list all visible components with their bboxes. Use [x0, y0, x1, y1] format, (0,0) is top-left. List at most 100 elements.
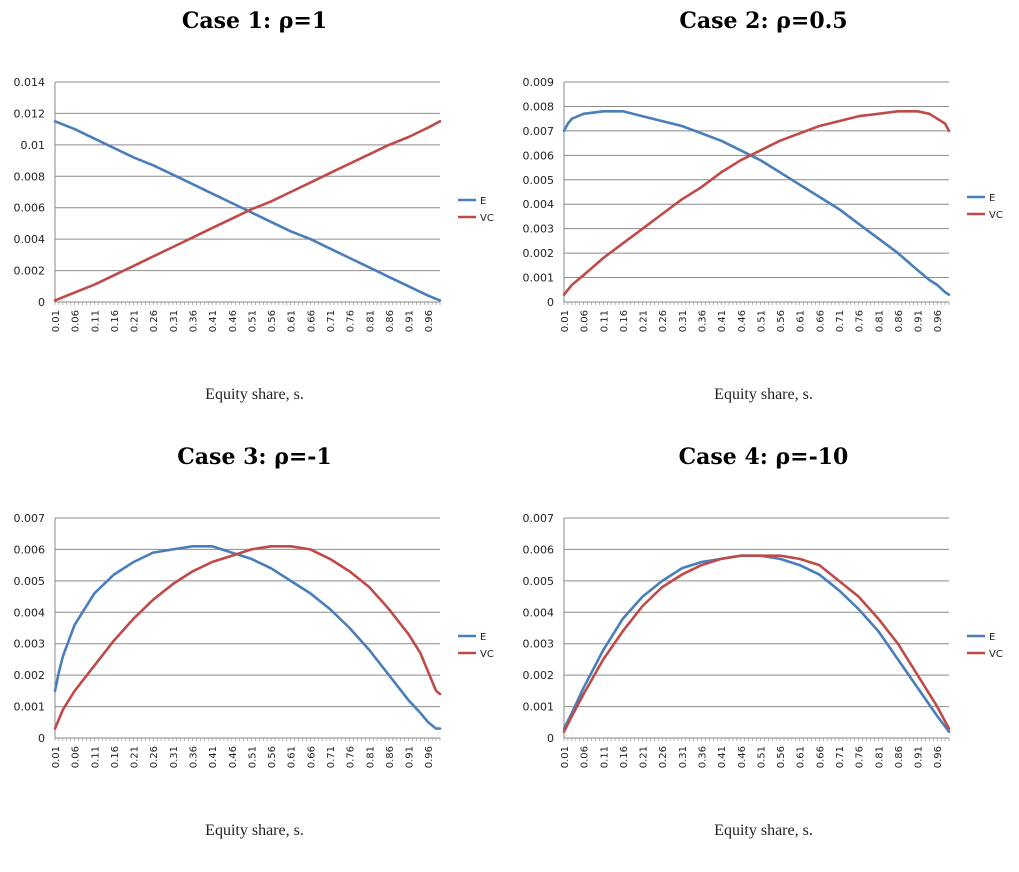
- x-tick-label: 0.31: [169, 746, 180, 768]
- y-tick-label: 0.005: [14, 575, 46, 588]
- x-tick-label: 0.51: [756, 746, 767, 768]
- x-tick-label: 0.31: [678, 310, 689, 332]
- x-axis-label: Equity share, s.: [714, 386, 813, 403]
- x-tick-label: 0.41: [208, 746, 219, 768]
- x-tick-label: 0.61: [796, 310, 807, 332]
- x-tick-label: 0.56: [776, 310, 787, 332]
- legend-label: E: [989, 193, 995, 204]
- chart-title: Case 2: ρ=0.5: [679, 8, 848, 34]
- y-tick-label: 0.005: [523, 174, 555, 187]
- x-tick-label: 0.56: [267, 746, 278, 768]
- y-tick-label: 0.004: [14, 233, 46, 246]
- x-tick-label: 0.46: [228, 746, 239, 768]
- y-tick-label: 0.002: [523, 669, 555, 682]
- x-tick-label: 0.91: [405, 746, 416, 768]
- x-tick-label: 0.71: [835, 746, 846, 768]
- x-tick-label: 0.61: [796, 746, 807, 768]
- y-tick-label: 0.004: [523, 606, 555, 619]
- y-tick-label: 0.006: [14, 543, 46, 556]
- x-tick-label: 0.11: [90, 310, 101, 332]
- legend-label: VC: [480, 649, 494, 660]
- x-tick-label: 0.96: [424, 746, 435, 768]
- legend-label: VC: [989, 649, 1003, 660]
- x-tick-label: 0.36: [189, 310, 200, 332]
- x-tick-label: 0.86: [894, 310, 905, 332]
- x-tick-label: 0.21: [639, 310, 650, 332]
- y-tick-label: 0.007: [14, 512, 46, 525]
- x-tick-label: 0.16: [110, 746, 121, 768]
- chart-panel-2: Case 2: ρ=0.5 0 0.001 0.002 0.003 0.004 0.005…: [509, 0, 1018, 436]
- y-tick-label: 0.001: [523, 272, 555, 285]
- x-tick-label: 0.16: [619, 310, 630, 332]
- x-tick-label: 0.91: [914, 746, 925, 768]
- x-tick-label: 0.46: [228, 310, 239, 332]
- y-tick-label: 0.001: [523, 701, 555, 714]
- legend-label: E: [480, 632, 486, 643]
- x-tick-label: 0.41: [717, 746, 728, 768]
- x-tick-label: 0.81: [365, 746, 376, 768]
- x-tick-label: 0.06: [580, 310, 591, 332]
- x-tick-label: 0.76: [855, 310, 866, 332]
- x-tick-label: 0.61: [287, 746, 298, 768]
- x-tick-label: 0.11: [599, 746, 610, 768]
- chart-panel-3: Case 3: ρ=-1 0 0.001 0.002 0.003 0.004 0.005 0…: [0, 436, 509, 872]
- y-tick-label: 0.007: [523, 512, 555, 525]
- x-tick-label: 0.66: [306, 746, 317, 768]
- x-tick-label: 0.06: [71, 310, 82, 332]
- x-tick-label: 0.11: [90, 746, 101, 768]
- x-tick-label: 0.56: [776, 746, 787, 768]
- x-tick-label: 0.16: [619, 746, 630, 768]
- x-tick-label: 0.01: [560, 310, 571, 332]
- x-tick-label: 0.96: [424, 310, 435, 332]
- x-tick-label: 0.36: [698, 746, 709, 768]
- series-line-e: [53, 545, 442, 730]
- x-tick-label: 0.66: [306, 310, 317, 332]
- x-tick-label: 0.41: [717, 310, 728, 332]
- series-line-e: [562, 110, 951, 297]
- x-tick-label: 0.66: [815, 746, 826, 768]
- x-tick-label: 0.21: [130, 746, 141, 768]
- x-tick-label: 0.76: [346, 310, 357, 332]
- y-tick-label: 0.002: [14, 669, 46, 682]
- y-tick-label: 0.01: [21, 139, 46, 152]
- y-tick-label: 0.002: [523, 247, 555, 260]
- y-tick-label: 0.012: [14, 107, 46, 120]
- x-tick-label: 0.46: [737, 310, 748, 332]
- y-tick-label: 0.003: [523, 223, 555, 236]
- x-tick-label: 0.81: [365, 310, 376, 332]
- x-tick-label: 0.36: [698, 310, 709, 332]
- y-tick-label: 0: [547, 732, 554, 745]
- legend-label: VC: [989, 210, 1003, 221]
- y-tick-label: 0.006: [523, 149, 555, 162]
- y-tick-label: 0.004: [523, 198, 555, 211]
- x-tick-label: 0.21: [130, 310, 141, 332]
- x-tick-label: 0.71: [326, 746, 337, 768]
- y-tick-label: 0.003: [523, 638, 555, 651]
- x-axis-label: Equity share, s.: [714, 822, 813, 839]
- x-tick-label: 0.66: [815, 310, 826, 332]
- y-tick-label: 0.009: [523, 76, 555, 89]
- series-line-vc: [562, 110, 951, 297]
- x-tick-label: 0.76: [855, 746, 866, 768]
- y-tick-label: 0.003: [14, 638, 46, 651]
- legend-label: VC: [480, 213, 494, 224]
- y-tick-label: 0: [38, 732, 45, 745]
- x-tick-label: 0.86: [385, 310, 396, 332]
- x-tick-label: 0.86: [385, 746, 396, 768]
- x-tick-label: 0.76: [346, 746, 357, 768]
- x-tick-label: 0.26: [149, 746, 160, 768]
- x-tick-label: 0.56: [267, 310, 278, 332]
- y-tick-label: 0.004: [14, 606, 46, 619]
- x-tick-label: 0.51: [756, 310, 767, 332]
- x-tick-label: 0.81: [874, 746, 885, 768]
- x-tick-label: 0.06: [71, 746, 82, 768]
- x-tick-label: 0.31: [169, 310, 180, 332]
- x-tick-label: 0.26: [658, 746, 669, 768]
- legend-label: E: [989, 632, 995, 643]
- y-tick-label: 0.008: [523, 100, 555, 113]
- x-tick-label: 0.01: [51, 746, 62, 768]
- x-tick-label: 0.81: [874, 310, 885, 332]
- x-tick-label: 0.71: [326, 310, 337, 332]
- y-tick-label: 0.001: [14, 701, 46, 714]
- chart-svg: 0 0.001 0.002 0.003 0.004 0.005 0.006 0.007 0.01…: [523, 512, 1003, 768]
